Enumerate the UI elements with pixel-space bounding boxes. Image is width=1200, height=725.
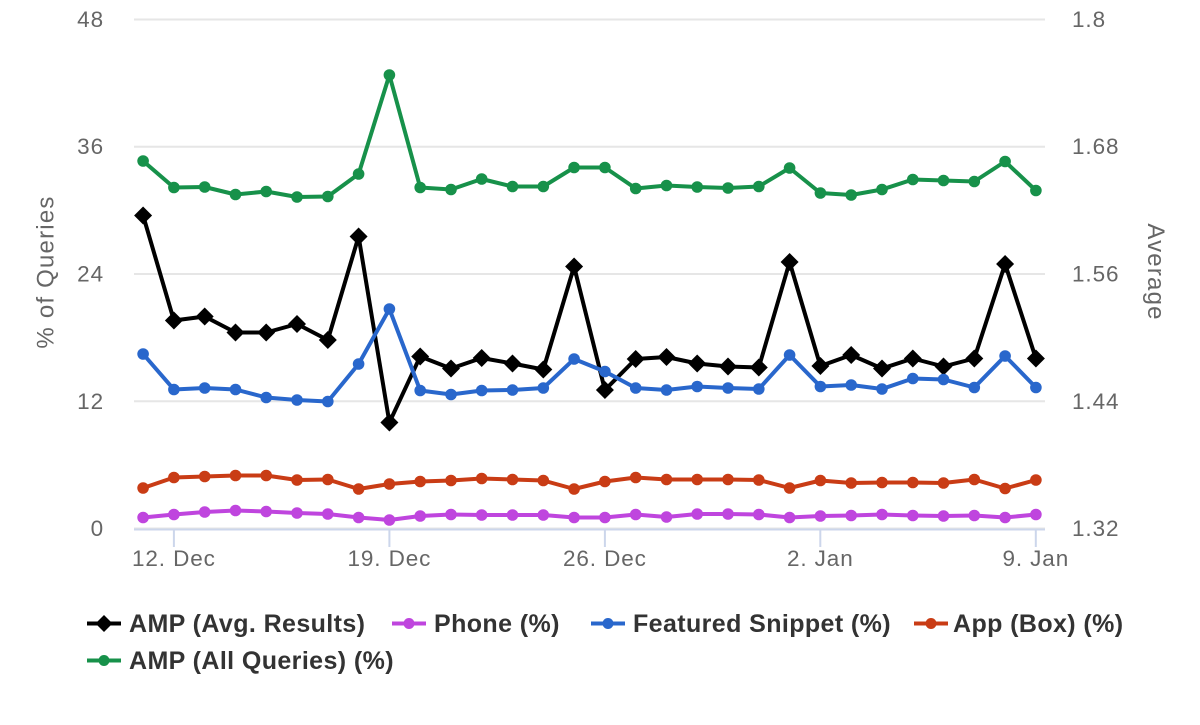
svg-text:19. Dec: 19. Dec — [347, 546, 431, 571]
svg-text:12: 12 — [77, 389, 104, 414]
svg-text:0: 0 — [91, 516, 104, 541]
svg-text:AMP (Avg. Results): AMP (Avg. Results) — [129, 610, 365, 638]
svg-text:12. Dec: 12. Dec — [132, 546, 216, 571]
svg-text:36: 36 — [77, 134, 104, 159]
svg-text:2. Jan: 2. Jan — [787, 546, 854, 571]
svg-text:24: 24 — [77, 262, 104, 287]
svg-text:1.44: 1.44 — [1072, 389, 1119, 414]
svg-text:Phone (%): Phone (%) — [434, 610, 560, 638]
svg-text:1.8: 1.8 — [1072, 7, 1106, 32]
svg-text:Featured Snippet (%): Featured Snippet (%) — [633, 610, 891, 638]
svg-text:Average: Average — [1142, 223, 1169, 320]
svg-text:% of Queries: % of Queries — [33, 195, 60, 348]
svg-text:48: 48 — [77, 7, 104, 32]
svg-text:1.68: 1.68 — [1072, 134, 1119, 159]
svg-text:AMP (All Queries) (%): AMP (All Queries) (%) — [129, 647, 394, 675]
svg-text:1.56: 1.56 — [1072, 262, 1119, 287]
svg-text:9. Jan: 9. Jan — [1002, 546, 1069, 571]
svg-text:26. Dec: 26. Dec — [563, 546, 647, 571]
svg-text:App (Box) (%): App (Box) (%) — [953, 610, 1123, 638]
svg-text:1.32: 1.32 — [1072, 516, 1119, 541]
